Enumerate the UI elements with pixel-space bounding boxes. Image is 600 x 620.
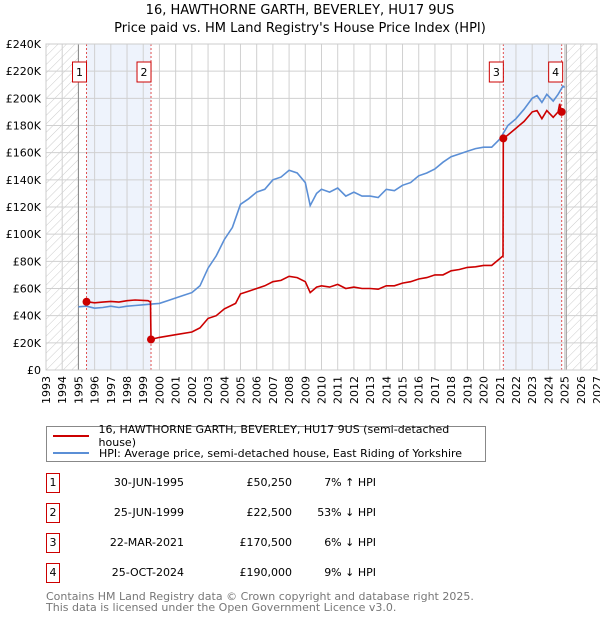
- x-tick-label: 2015: [397, 376, 410, 404]
- legend-item-price: 16, HAWTHORNE GARTH, BEVERLEY, HU17 9US …: [53, 423, 485, 449]
- sale-label-number: 3: [493, 66, 500, 79]
- x-tick-label: 2013: [364, 376, 377, 404]
- x-tick-label: 2020: [478, 376, 491, 404]
- sale-date: 22-MAR-2021: [109, 536, 184, 549]
- price-paid-line: [86, 103, 563, 341]
- y-tick-label: £20K: [13, 337, 42, 350]
- sale-row: 4 25-OCT-2024 £190,000 9% ↓ HPI: [46, 563, 376, 585]
- x-tick-label: 2021: [494, 376, 507, 404]
- sale-price: £50,250: [246, 476, 293, 489]
- sale-label-box: [548, 61, 564, 83]
- y-tick-label: £40K: [13, 310, 42, 323]
- sale-point: [147, 335, 156, 344]
- sale-row: 1 30-JUN-1995 £50,250 7% ↑ HPI: [46, 473, 376, 495]
- x-tick-label: 2012: [348, 376, 361, 404]
- sale-hpi-diff: 53% ↓ HPI: [317, 506, 376, 519]
- y-tick-label: £80K: [13, 255, 42, 268]
- legend-label-hpi: HPI: Average price, semi-detached house,…: [99, 446, 463, 460]
- x-tick-label: 1998: [121, 376, 134, 404]
- sale-label-number: 2: [141, 66, 148, 79]
- y-tick-label: £200K: [6, 92, 42, 105]
- y-tick-label: £60K: [13, 283, 42, 296]
- x-tick-label: 1996: [89, 376, 102, 404]
- y-tick-label: £180K: [6, 120, 42, 133]
- sale-marker: 4: [46, 563, 60, 583]
- x-tick-label: 2000: [153, 376, 166, 404]
- legend-swatch-price: [53, 435, 89, 437]
- sale-row: 2 25-JUN-1999 £22,500 53% ↓ HPI: [46, 503, 376, 525]
- x-tick-label: 2011: [332, 376, 345, 404]
- x-tick-label: 2008: [283, 376, 296, 404]
- sale-price: £170,500: [239, 536, 293, 549]
- sale-marker: 2: [46, 503, 60, 523]
- footer: Contains HM Land Registry data © Crown c…: [46, 591, 474, 613]
- x-tick-label: 2025: [559, 376, 572, 404]
- x-tick-label: 1999: [137, 376, 150, 404]
- x-tick-label: 2006: [251, 376, 264, 404]
- sale-date: 25-OCT-2024: [111, 566, 184, 579]
- sale-label-number: 4: [552, 66, 559, 79]
- x-tick-label: 2002: [186, 376, 199, 404]
- sale-hpi-diff: 9% ↓ HPI: [324, 566, 376, 579]
- legend-item-hpi: HPI: Average price, semi-detached house,…: [53, 445, 462, 461]
- sale-label-box: [136, 61, 152, 83]
- x-tick-label: 2024: [542, 376, 555, 404]
- plot-border: [45, 43, 598, 371]
- x-tick-label: 2001: [170, 376, 183, 404]
- x-tick-label: 2004: [218, 376, 231, 404]
- legend: 16, HAWTHORNE GARTH, BEVERLEY, HU17 9US …: [46, 423, 486, 462]
- sale-price: £22,500: [246, 506, 293, 519]
- x-tick-label: 2019: [461, 376, 474, 404]
- price-chart: 1993 1994 1995 1996 1997 1998 1999 2000 2001 2002…: [6, 38, 600, 404]
- sale-label-number: 1: [76, 66, 83, 79]
- y-tick-label: £220K: [6, 65, 42, 78]
- x-tick-label: 2023: [526, 376, 539, 404]
- sale-label-box: [488, 61, 504, 83]
- sale-label-box: [72, 61, 88, 83]
- y-tick-label: £240K: [6, 38, 42, 51]
- x-tick-label: 2017: [429, 376, 442, 404]
- x-tick-label: 2010: [316, 376, 329, 404]
- y-tick-label: £100K: [6, 228, 42, 241]
- legend-swatch-hpi: [53, 452, 89, 454]
- legend-label-price: 16, HAWTHORNE GARTH, BEVERLEY, HU17 9US …: [98, 423, 450, 449]
- x-tick-label: 2014: [380, 376, 393, 404]
- sale-hpi-diff: 7% ↑ HPI: [324, 476, 376, 489]
- chart-subtitle: Price paid vs. HM Land Registry's House …: [114, 21, 486, 36]
- sale-date: 25-JUN-1999: [113, 506, 184, 519]
- x-tick-label: 1995: [72, 376, 85, 404]
- x-tick-label: 2018: [445, 376, 458, 404]
- x-tick-label: 2005: [234, 376, 247, 404]
- sale-point: [557, 107, 566, 116]
- sale-marker: 1: [46, 473, 60, 493]
- x-tick-label: 1997: [105, 376, 118, 404]
- sale-point: [82, 297, 91, 306]
- sale-date: 30-JUN-1995: [113, 476, 184, 489]
- sale-marker: 3: [46, 533, 60, 553]
- sale-point: [499, 134, 508, 143]
- x-tick-label: 1994: [56, 376, 69, 404]
- y-tick-label: £120K: [6, 201, 42, 214]
- x-tick-label: 2009: [299, 376, 312, 404]
- sale-price: £190,000: [239, 566, 293, 579]
- x-tick-label: 1993: [40, 376, 53, 404]
- x-tick-label: 2016: [413, 376, 426, 404]
- x-tick-label: 2027: [591, 376, 600, 404]
- x-tick-label: 2003: [202, 376, 215, 404]
- footer-line: This data is licensed under the Open Gov…: [46, 601, 397, 614]
- sale-hpi-diff: 6% ↓ HPI: [324, 536, 376, 549]
- y-tick-label: £0: [27, 364, 41, 377]
- x-tick-label: 2007: [267, 376, 280, 404]
- sale-row: 3 22-MAR-2021 £170,500 6% ↓ HPI: [46, 533, 376, 555]
- y-tick-label: £140K: [6, 174, 42, 187]
- x-tick-label: 2026: [575, 376, 588, 404]
- chart-title: 16, HAWTHORNE GARTH, BEVERLEY, HU17 9US: [145, 3, 455, 18]
- y-tick-label: £160K: [6, 147, 42, 160]
- footer-line: Contains HM Land Registry data © Crown c…: [46, 590, 474, 603]
- x-tick-label: 2022: [510, 376, 523, 404]
